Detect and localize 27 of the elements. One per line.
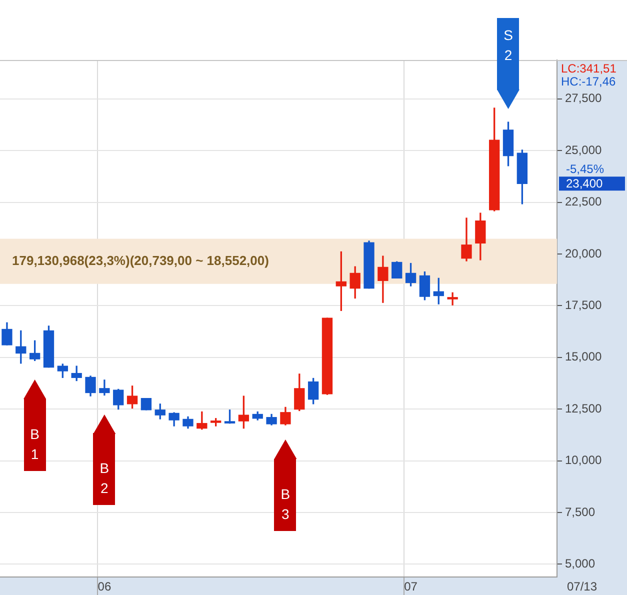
text: LC:341,51 xyxy=(561,61,617,76)
data-label: B 1 xyxy=(29,424,40,464)
y-tick-label: 20,000 xyxy=(565,246,602,260)
point xyxy=(93,414,116,434)
point xyxy=(274,440,297,460)
y-tick-label: 10,000 xyxy=(565,453,602,468)
y-tick-label: 15,000 xyxy=(565,350,602,364)
y-tick-label: 12,500 xyxy=(565,401,602,416)
y-tick-label: 17,500 xyxy=(565,298,602,312)
text: -5,45% xyxy=(566,162,604,176)
y-tick-label: 25,000 xyxy=(565,142,602,157)
text: 23,400 xyxy=(566,176,604,190)
band-label: 179,130,968(23,3%)(20,739,00 ~ 18,552,00) xyxy=(12,252,269,268)
data-label: B 3 xyxy=(280,484,292,524)
candlestick xyxy=(447,292,458,306)
text: HC:-17,46 xyxy=(561,74,616,88)
x-tick-label: 06 xyxy=(98,580,112,594)
y-tick-label: 7,500 xyxy=(565,504,596,519)
y-tick-label: 27,500 xyxy=(565,91,602,106)
data-label: B 2 xyxy=(98,459,110,498)
y-tick-label: 22,500 xyxy=(565,194,602,209)
y-tick-label: 5,000 xyxy=(565,556,596,570)
text: 07/13 xyxy=(567,579,598,594)
data-label: S 2 xyxy=(502,26,514,65)
point xyxy=(24,380,46,400)
x-tick-label: 07 xyxy=(404,580,418,594)
point xyxy=(497,89,520,109)
